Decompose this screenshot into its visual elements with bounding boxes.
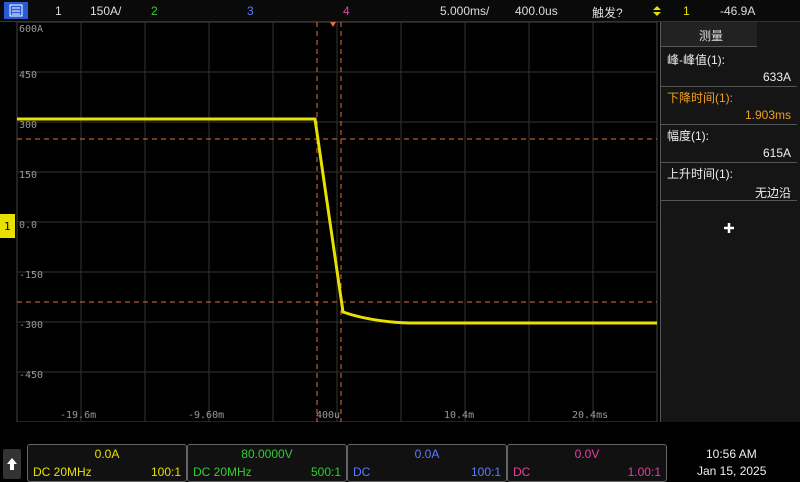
channel-coupling: DC — [513, 465, 531, 479]
measurement-value: 633A — [762, 70, 791, 84]
date: Jan 15, 2025 — [697, 464, 767, 478]
cursors — [17, 22, 657, 422]
channel-offset: 0.0A — [94, 447, 120, 461]
channel-box[interactable]: 80.0000V DC 20MHz 500:1 — [187, 444, 347, 482]
bottom-bar: 0.0A DC 20MHz 100:1 80.0000V DC 20MHz 500:1 0.… — [0, 443, 800, 482]
channel-probe: 100:1 — [470, 465, 501, 479]
trigger-status: 触发? — [592, 6, 623, 20]
measurement: 峰-峰值(1): 633A — [661, 48, 797, 87]
y-label: -150 — [19, 270, 43, 281]
measurement-value: 1.903ms — [744, 108, 791, 122]
y-label: 600A — [19, 24, 43, 35]
measurement: 上升时间(1): 无边沿 — [661, 162, 797, 201]
trigger-icon — [653, 6, 661, 16]
channel-offset: 0.0V — [574, 447, 600, 461]
channel-box[interactable]: 0.0A DC 20MHz 100:1 — [27, 444, 187, 482]
y-label: -450 — [19, 370, 43, 381]
x-label: 400u — [316, 410, 340, 421]
channel-probe: 100:1 — [150, 465, 181, 479]
scale[interactable]: 150A/ — [90, 4, 122, 18]
channel-box[interactable]: 0.0A DC 100:1 — [347, 444, 507, 482]
y-label: -300 — [19, 320, 43, 331]
delay[interactable]: 400.0us — [515, 4, 558, 18]
x-label: 20.4ms — [572, 410, 608, 421]
x-label: 10.4m — [444, 410, 474, 421]
channel-2[interactable]: 2 — [151, 4, 158, 18]
channel-offset: 0.0A — [414, 447, 440, 461]
measurement-value: 615A — [762, 146, 791, 160]
channel-probe: 500:1 — [310, 465, 341, 479]
add-button[interactable] — [723, 222, 735, 234]
measurement-value: 无边沿 — [754, 186, 791, 200]
measure-panel: 测量 峰-峰值(1): 633A 下降时间(1): 1.903ms 幅度(1): 615A… — [660, 22, 800, 422]
waveform — [17, 117, 657, 325]
channel-coupling: DC 20MHz — [33, 465, 92, 479]
channel[interactable]: 1 — [55, 4, 62, 18]
channel-offset: 80.0000V — [241, 447, 293, 461]
trigger-marker — [330, 22, 336, 27]
channel-3[interactable]: 3 — [247, 4, 254, 18]
y-label: 150 — [19, 170, 37, 181]
top-bar: 1 150A/ 2 3 4 5.000ms/ 400.0us 触发? 1 -46… — [0, 0, 800, 22]
waveform-display: 1 600A 450 300 150 0.0 -150 -300 -450 -19.6m -9.6… — [0, 22, 658, 422]
x-label: -19.6m — [60, 410, 96, 421]
tab[interactable]: 测量 — [661, 22, 757, 47]
channel-probe: 1.00:1 — [627, 465, 661, 479]
measurement-label: 下降时间(1): — [667, 91, 734, 105]
channel-coupling: DC 20MHz — [193, 465, 252, 479]
timebase[interactable]: 5.000ms/ — [440, 4, 490, 18]
menu-button[interactable] — [4, 2, 28, 19]
trigger-level[interactable]: -46.9A — [720, 4, 756, 18]
y-label: 0.0 — [19, 220, 37, 231]
channel-4[interactable]: 4 — [343, 4, 350, 18]
time: 10:56 AM — [706, 447, 757, 461]
y-label: 300 — [19, 120, 37, 131]
measurement: 幅度(1): 615A — [661, 124, 797, 163]
measurement: 下降时间(1): 1.903ms — [661, 86, 797, 125]
tab-label: 测量 — [699, 29, 724, 43]
expand-button[interactable] — [3, 449, 21, 479]
channel-coupling: DC — [353, 465, 371, 479]
measurement-label: 峰-峰值(1): — [667, 53, 725, 67]
ground-marker-label: 1 — [4, 220, 11, 233]
trigger-source[interactable]: 1 — [683, 4, 690, 18]
ground-marker[interactable] — [0, 214, 15, 238]
x-label: -9.60m — [188, 410, 224, 421]
measurement-label: 幅度(1): — [667, 129, 710, 143]
channel-box[interactable]: 0.0V DC 1.00:1 — [507, 444, 667, 482]
measurement-label: 上升时间(1): — [667, 167, 734, 181]
y-label: 450 — [19, 70, 37, 81]
